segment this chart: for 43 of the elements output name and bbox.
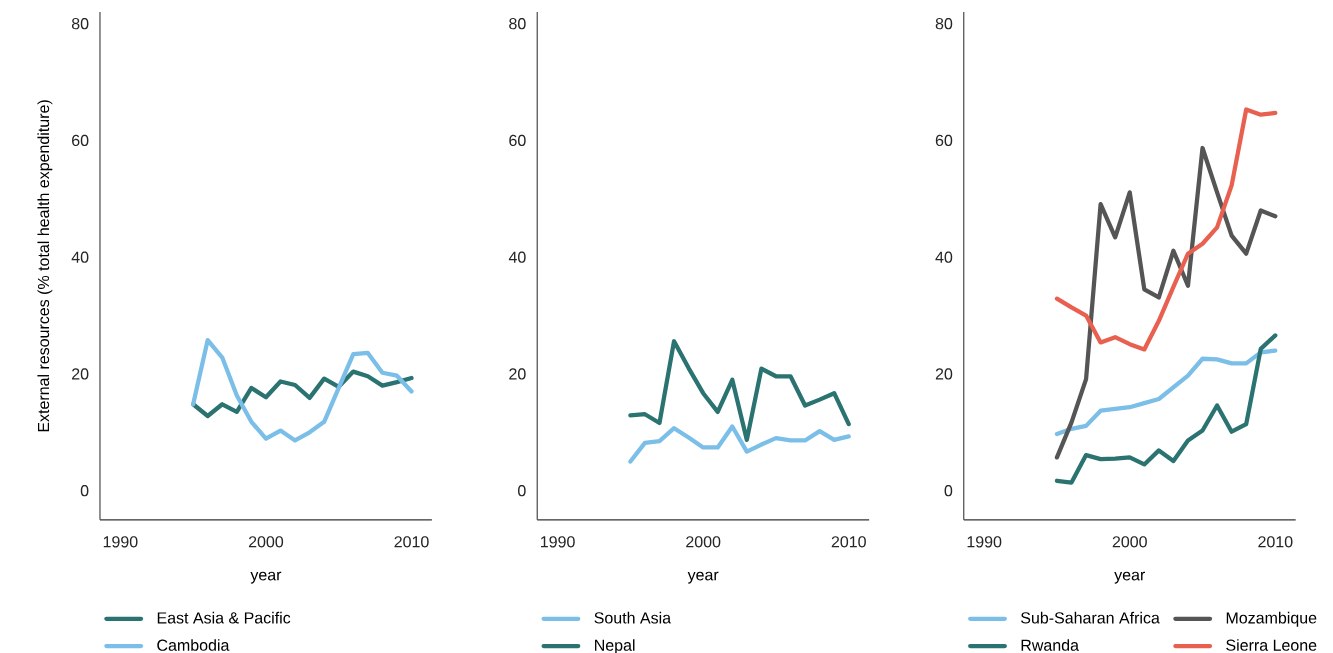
legend-label: Sub-Saharan Africa — [1021, 611, 1160, 624]
x-tick-label: 2000 — [248, 536, 284, 548]
line-series — [191, 337, 414, 443]
x-axis-title: year — [687, 571, 719, 584]
legend-label: Mozambique — [1226, 611, 1317, 627]
x-tick-label: 2000 — [1112, 536, 1147, 548]
legend-label: Cambodia — [157, 639, 230, 651]
y-axis-title: External resources (% total health expenditure) — [37, 100, 53, 432]
y-tick-label: 80 — [71, 17, 89, 30]
y-tick-label: 40 — [935, 251, 953, 263]
line-series — [1054, 333, 1278, 485]
legend-label: Nepal — [595, 639, 635, 653]
x-tick-label: 2010 — [1258, 536, 1293, 548]
x-tick-label: 1990 — [541, 536, 575, 548]
x-tick-label: 2010 — [831, 536, 866, 548]
y-tick-label: 80 — [509, 17, 526, 30]
line-series — [1054, 145, 1278, 460]
x-tick-label: 2000 — [686, 536, 721, 548]
legend-label: South Asia — [594, 611, 672, 624]
y-tick-label: 20 — [72, 368, 89, 380]
y-tick-label: 80 — [935, 17, 953, 30]
line-series — [1054, 107, 1278, 352]
legend-label: Sierra Leone — [1226, 639, 1317, 651]
x-tick-label: 2010 — [394, 536, 429, 548]
legend-label: Rwanda — [1021, 639, 1079, 651]
x-axis-title: year — [250, 571, 282, 584]
y-tick-label: 60 — [72, 134, 89, 146]
y-tick-label: 60 — [509, 134, 526, 146]
y-tick-label: 20 — [935, 368, 953, 380]
y-tick-label: 40 — [508, 251, 526, 263]
line-series — [191, 369, 414, 419]
y-tick-label: 60 — [935, 134, 953, 146]
legend-label: East Asia & Pacific — [157, 611, 291, 624]
y-tick-label: 0 — [80, 484, 89, 497]
y-tick-label: 40 — [71, 251, 89, 263]
x-tick-label: 1990 — [103, 536, 138, 548]
line-series — [628, 339, 851, 442]
x-axis-title: year — [1114, 571, 1146, 584]
x-tick-label: 1990 — [967, 536, 1002, 548]
line-series — [628, 424, 851, 464]
y-tick-label: 0 — [518, 484, 526, 497]
y-tick-label: 20 — [509, 368, 526, 380]
y-tick-label: 0 — [944, 484, 953, 497]
